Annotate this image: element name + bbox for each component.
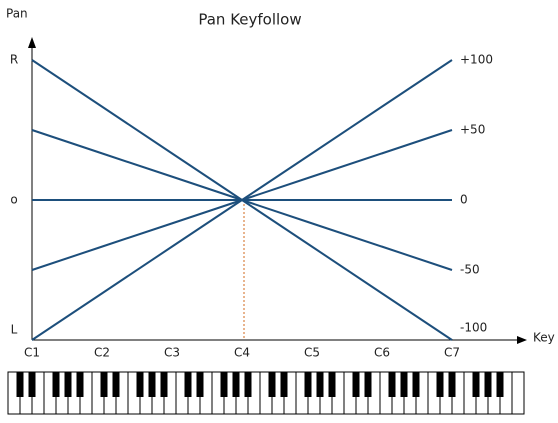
x-tick-label: C7	[444, 346, 460, 360]
series-line	[31, 59, 453, 341]
black-key	[100, 372, 108, 397]
black-key	[196, 372, 204, 397]
series-label: 0	[460, 193, 468, 207]
chart-title: Pan Keyfollow	[198, 11, 301, 29]
black-key	[436, 372, 444, 397]
black-key	[280, 372, 288, 397]
y-tick-label: R	[10, 53, 18, 67]
black-key	[268, 372, 276, 397]
white-key	[511, 371, 525, 415]
black-key	[28, 372, 36, 397]
black-key	[400, 372, 408, 397]
y-arrow	[28, 37, 36, 48]
black-key	[328, 372, 336, 397]
black-key	[52, 372, 60, 397]
x-tick-label: C2	[94, 346, 110, 360]
black-key	[232, 372, 240, 397]
series-label: -50	[460, 263, 480, 277]
black-key	[220, 372, 228, 397]
black-key	[496, 372, 504, 397]
x-tick-label: C1	[24, 346, 40, 360]
series-label: -100	[460, 321, 487, 335]
black-key	[364, 372, 372, 397]
black-key	[448, 372, 456, 397]
x-tick-label: C6	[374, 346, 390, 360]
black-key	[160, 372, 168, 397]
y-tick-label: o	[10, 193, 17, 207]
x-axis-label: Key	[533, 331, 555, 345]
series-label: +100	[460, 53, 493, 67]
black-key	[148, 372, 156, 397]
black-key	[64, 372, 72, 397]
black-key	[244, 372, 252, 397]
black-key	[484, 372, 492, 397]
black-key	[412, 372, 420, 397]
keyboard	[7, 371, 525, 415]
black-key	[352, 372, 360, 397]
x-tick-label: C5	[304, 346, 320, 360]
x-arrow	[517, 336, 527, 344]
series-label: +50	[460, 123, 485, 137]
black-key	[388, 372, 396, 397]
black-key	[136, 372, 144, 397]
black-key	[112, 372, 120, 397]
y-axis-label: Pan	[6, 7, 28, 21]
black-key	[16, 372, 24, 397]
y-tick-label: L	[11, 323, 18, 337]
black-key	[472, 372, 480, 397]
black-key	[184, 372, 192, 397]
x-tick-label: C3	[164, 346, 180, 360]
x-tick-label: C4	[234, 346, 250, 360]
black-key	[304, 372, 312, 397]
black-key	[76, 372, 84, 397]
black-key	[316, 372, 324, 397]
